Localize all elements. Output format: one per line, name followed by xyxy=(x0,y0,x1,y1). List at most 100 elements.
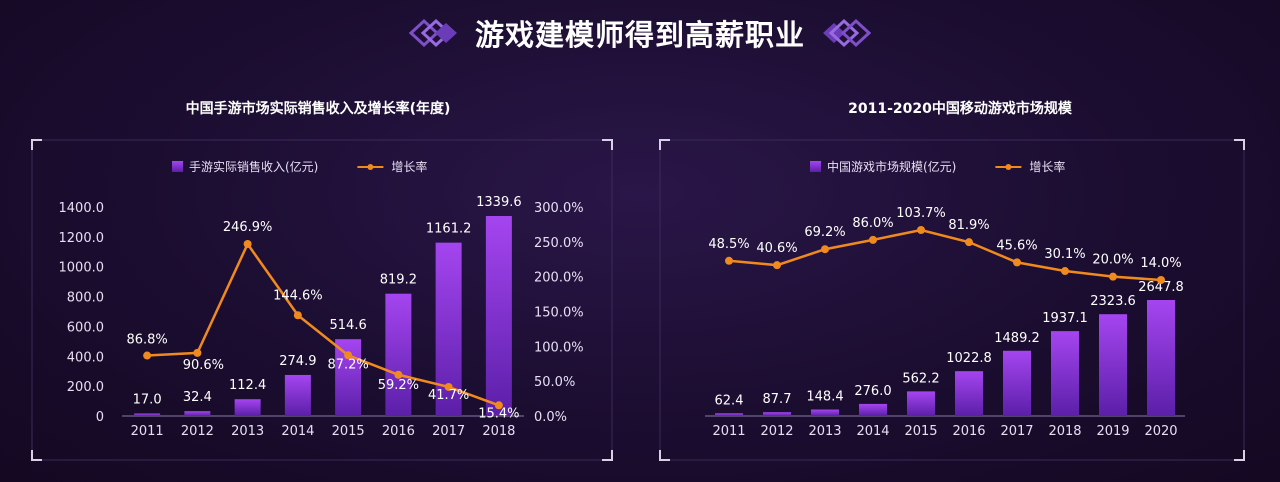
chart-frames xyxy=(31,139,1245,461)
chart1-bar-value-label: 1161.2 xyxy=(426,222,472,237)
frame-corner xyxy=(659,139,670,150)
chart1-yleft-tick-label: 400.0 xyxy=(67,350,104,365)
chart1-bar-value-label: 274.9 xyxy=(279,354,316,369)
chart2-legend-bar-label: 中国游戏市场规模(亿元) xyxy=(827,159,956,174)
chart2-growth-point xyxy=(917,226,925,234)
chart1-bar xyxy=(184,411,211,416)
chart2-growth-point xyxy=(773,261,781,270)
chart2-x-tick-label: 2013 xyxy=(808,424,841,439)
chart2-bar-value-label: 1022.8 xyxy=(946,351,992,366)
left-diamond-decoration-icon xyxy=(408,18,461,48)
chart2-line-value-label: 20.0% xyxy=(1092,253,1133,268)
chart2-growth-point xyxy=(821,245,829,254)
chart1-bar xyxy=(385,293,412,416)
chart2-bar xyxy=(1003,350,1031,416)
chart1-yright-tick-label: 300.0% xyxy=(534,201,584,216)
chart2-bar-value-label: 148.4 xyxy=(806,389,843,404)
chart1-growth-point xyxy=(494,401,503,410)
chart1-line-value-label: 246.9% xyxy=(223,220,273,235)
chart1-yleft-tick-label: 200.0 xyxy=(67,380,104,395)
chart2-bar xyxy=(1099,314,1127,416)
chart2-x-tick-label: 2019 xyxy=(1096,424,1129,439)
chart1-x-tick-label: 2012 xyxy=(181,424,214,439)
chart2-x-tick-label: 2012 xyxy=(760,424,793,439)
chart1-legend-line-marker xyxy=(367,164,374,170)
chart1-line-value-label: 15.4% xyxy=(478,406,519,421)
chart1-x-tick-label: 2014 xyxy=(281,424,314,439)
chart1-line-value-label: 90.6% xyxy=(183,358,224,373)
chart1-yright-tick-label: 100.0% xyxy=(534,340,584,355)
frame-corner xyxy=(602,450,613,461)
chart2-growth-point xyxy=(965,238,973,247)
frame-corner xyxy=(31,450,42,461)
chart2-line-value-label: 14.0% xyxy=(1140,256,1181,271)
chart1-bar xyxy=(284,374,311,416)
chart1-bar xyxy=(335,339,362,416)
chart2-bar xyxy=(1051,331,1079,416)
chart1-bar xyxy=(234,399,261,416)
chart1-bar-value-label: 32.4 xyxy=(183,390,212,405)
chart2-bar xyxy=(811,409,839,416)
chart2-bar xyxy=(715,413,743,416)
chart1-x-tick-label: 2018 xyxy=(482,424,515,439)
chart2-growth-point xyxy=(1013,258,1021,267)
chart1-growth-point xyxy=(193,348,202,357)
chart1-x-tick-label: 2013 xyxy=(231,424,264,439)
chart2-growth-line xyxy=(728,228,1162,282)
chart1-bar xyxy=(485,216,512,416)
chart1-line-value-label: 59.2% xyxy=(378,378,419,393)
chart1-legend-line-label: 增长率 xyxy=(391,159,427,174)
chart2-bar-value-label: 62.4 xyxy=(715,393,744,408)
chart2-x-tick-label: 2017 xyxy=(1000,424,1033,439)
chart1-growth-line xyxy=(147,241,500,407)
chart1-yleft-tick-label: 1200.0 xyxy=(59,231,105,246)
chart2-line-value-label: 45.6% xyxy=(996,238,1037,253)
chart1-growth-point xyxy=(243,239,252,248)
chart2-line-value-label: 86.0% xyxy=(852,216,893,231)
chart1-yright-tick-label: 200.0% xyxy=(534,271,584,286)
chart2-growth-point xyxy=(725,256,733,265)
chart2-legend-line-marker xyxy=(1005,164,1012,170)
chart1-yleft-tick-label: 600.0 xyxy=(67,320,104,335)
chart2-growth-point xyxy=(1109,272,1117,281)
chart2-growth-point xyxy=(869,235,877,244)
chart2-bar xyxy=(1147,300,1175,416)
chart2-x-tick-label: 2020 xyxy=(1144,424,1177,439)
chart1-bar-value-label: 514.6 xyxy=(330,318,367,333)
chart1-legend-bar-swatch xyxy=(172,161,183,172)
chart1-yleft-tick-label: 0 xyxy=(96,410,104,425)
chart2-line-value-label: 40.6% xyxy=(756,241,797,256)
chart2-legend-bar-swatch xyxy=(810,161,821,172)
chart1-legend-bar-label: 手游实际销售收入(亿元) xyxy=(189,159,318,174)
chart2-x-tick-label: 2014 xyxy=(856,424,889,439)
chart1-yright-tick-label: 150.0% xyxy=(534,306,584,321)
frame-corner xyxy=(602,139,613,150)
chart2-bar-value-label: 2323.6 xyxy=(1090,294,1136,309)
chart2-line-value-label: 103.7% xyxy=(896,206,946,221)
chart1-line-value-label: 87.2% xyxy=(327,357,368,372)
chart2-bar-value-label: 1937.1 xyxy=(1042,311,1088,326)
chart2-growth-point xyxy=(1061,267,1069,276)
chart1-line-value-label: 144.6% xyxy=(273,288,323,303)
chart2-line-value-label: 69.2% xyxy=(804,225,845,240)
chart1-yleft-tick-label: 1400.0 xyxy=(59,201,105,216)
frame-corner xyxy=(659,450,670,461)
chart1: 手游实际销售收入(亿元) 增长率 0 200.0 400.0 600.0 800.0 1000… xyxy=(59,159,584,439)
right-diamond-decoration-icon xyxy=(819,18,871,48)
chart2-bar xyxy=(955,371,983,416)
chart1-bar-value-label: 1339.6 xyxy=(476,195,522,210)
chart2-growth-point xyxy=(1157,276,1165,284)
chart2-bar-value-label: 562.2 xyxy=(902,371,939,386)
chart2-frame xyxy=(659,139,1245,461)
chart1-yright-tick-label: 50.0% xyxy=(534,375,575,390)
chart1-bar xyxy=(134,413,161,416)
chart1-bar-value-label: 819.2 xyxy=(380,273,417,288)
chart2-line-value-label: 48.5% xyxy=(708,237,749,252)
chart2-bar-value-label: 2647.8 xyxy=(1138,280,1184,295)
chart2-x-tick-label: 2011 xyxy=(712,424,745,439)
frame-corner xyxy=(1234,139,1245,150)
chart1-title: 中国手游市场实际销售收入及增长率(年度) xyxy=(185,101,451,117)
chart1-x-tick-label: 2017 xyxy=(432,424,465,439)
chart2-bar xyxy=(859,403,887,416)
chart2-legend-line-label: 增长率 xyxy=(1029,159,1065,174)
